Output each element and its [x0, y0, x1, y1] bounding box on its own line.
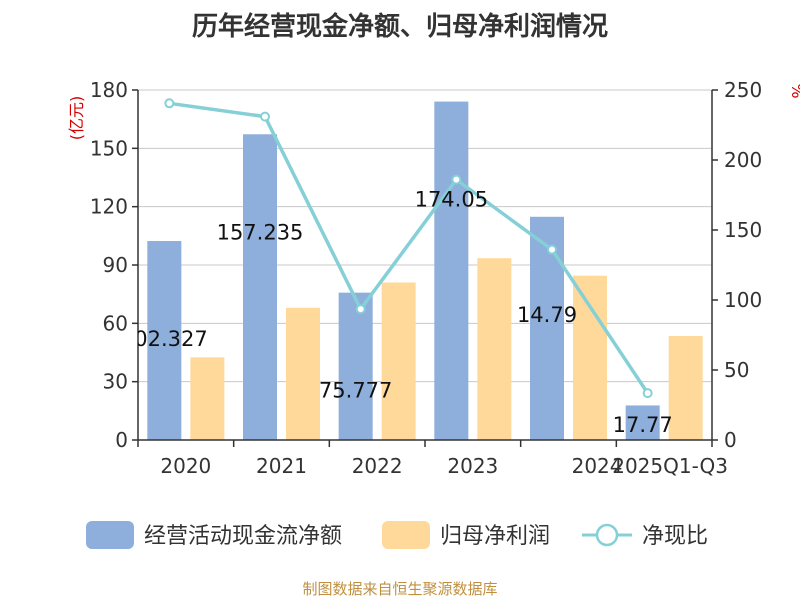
cash-flow-data-label: 14.79: [517, 303, 577, 327]
cash-flow-data-label: 102.327: [121, 327, 208, 351]
cash-flow-data-label: 157.235: [217, 220, 304, 244]
ratio-line-group: [164, 98, 653, 399]
axes: [132, 89, 718, 447]
bar-group: [147, 101, 703, 441]
ratio-point: [451, 174, 462, 185]
grid-lines: [138, 89, 712, 383]
cash-flow-data-label: 174.05: [415, 188, 488, 212]
legend: 经营活动现金流净额 归母净利润 净现比: [86, 521, 708, 549]
cash-flow-bar: [625, 405, 660, 440]
legend-label-cash-flow: 经营活动现金流净额: [144, 524, 342, 549]
x-axis-tick-label: 2025Q1-Q3: [612, 454, 728, 478]
net-profit-bar: [668, 335, 703, 440]
cash-flow-bar: [147, 241, 182, 440]
right-axis-tick-label: 50: [724, 358, 749, 382]
cash-flow-bar: [338, 292, 373, 440]
ratio-point: [642, 388, 653, 399]
x-axis-tick-label: 2023: [447, 454, 498, 478]
ratio-point: [164, 98, 175, 109]
left-axis-tick-label: 0: [115, 428, 128, 452]
legend-swatch-cash-flow: [86, 521, 134, 549]
net-profit-bar: [477, 258, 512, 440]
right-axis-tick-label: 250: [724, 78, 762, 102]
x-axis-tick-label: 2021: [256, 454, 307, 478]
cash-flow-bar: [434, 101, 469, 440]
legend-label-net-profit: 归母净利润: [440, 524, 550, 549]
cash-flow-data-label: 75.777: [319, 379, 392, 403]
right-axis-unit: %: [788, 83, 800, 98]
left-axis-tick-label: 30: [103, 370, 128, 394]
net-profit-bar: [190, 357, 225, 440]
ratio-line: [169, 101, 650, 395]
net-profit-bar: [286, 307, 320, 440]
right-axis-tick-label: 0: [724, 428, 737, 452]
cash-flow-data-label: 17.77: [613, 413, 673, 437]
right-axis-tick-label: 150: [724, 218, 762, 242]
left-axis-tick-label: 120: [90, 195, 128, 219]
net-profit-bar: [381, 282, 416, 440]
legend-swatch-net-profit: [382, 521, 430, 549]
right-axis-tick-label: 100: [724, 288, 762, 312]
source-note: 制图数据来自恒生聚源数据库: [302, 580, 498, 598]
left-axis-tick-label: 60: [103, 311, 128, 335]
chart-title: 历年经营现金净额、归母净利润情况: [191, 12, 608, 42]
ratio-point: [547, 244, 557, 255]
x-axis-tick-label: 2024: [572, 454, 623, 478]
legend-swatch-marker: [595, 523, 619, 547]
left-axis-unit: (亿元): [67, 96, 86, 141]
left-axis-tick-label: 180: [90, 78, 128, 102]
cash-flow-bar: [530, 216, 564, 440]
left-axis-tick-label: 90: [103, 253, 128, 277]
ratio-point: [355, 304, 366, 315]
legend-label-ratio: 净现比: [642, 524, 708, 549]
ratio-point: [260, 111, 270, 122]
x-axis-tick-label: 2020: [160, 454, 211, 478]
net-profit-bar: [573, 275, 607, 440]
tick-label-group: 0 30 60 90 120 150 180 0 50 100 150 200 250 (亿元)% 2020…: [67, 78, 800, 478]
data-label-group: 102.327 157.235 75.777 174.05 14.79 17.77: [121, 188, 673, 437]
cash-flow-bar: [243, 134, 277, 441]
left-axis-tick-label: 150: [90, 136, 128, 160]
x-axis-tick-label: 2022: [352, 454, 403, 478]
right-axis-tick-label: 200: [724, 148, 762, 172]
